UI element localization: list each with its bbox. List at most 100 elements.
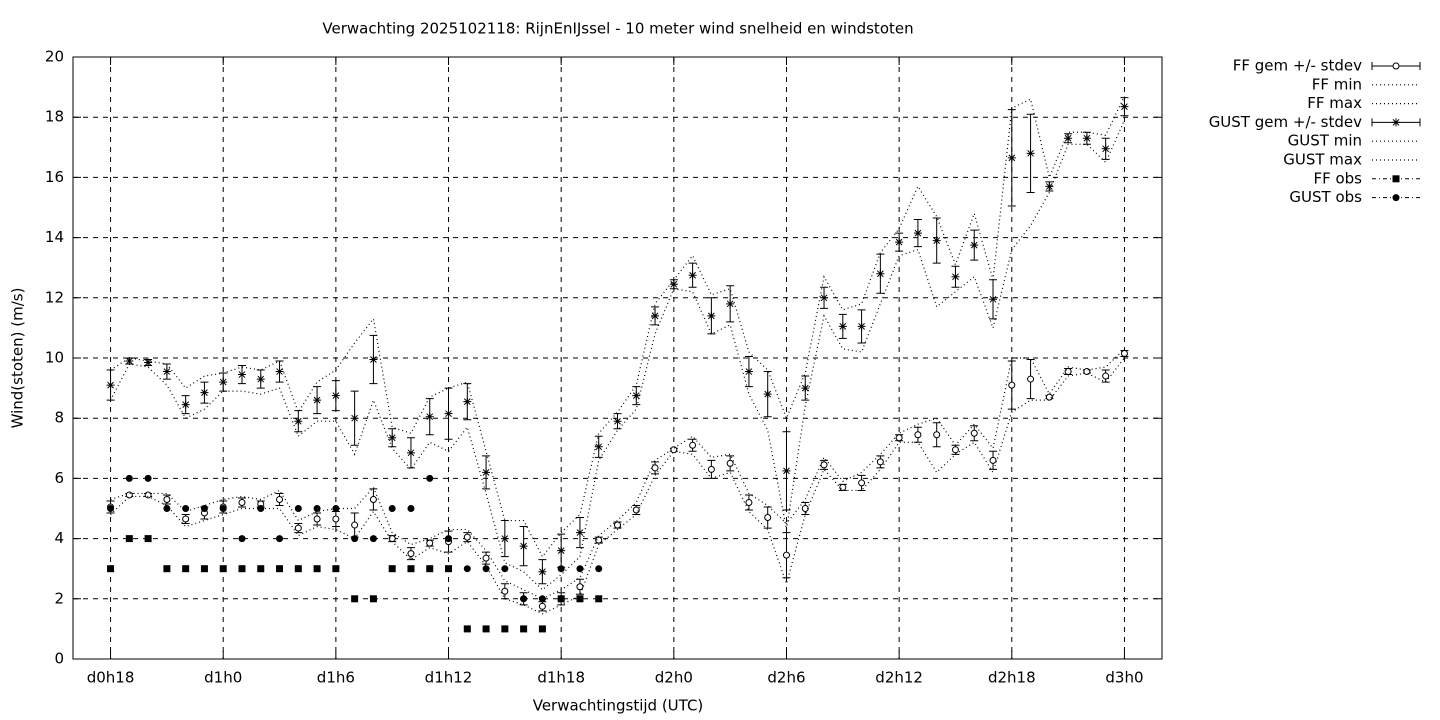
mean-point — [407, 550, 415, 558]
mean-point — [1007, 153, 1016, 162]
mean-point — [970, 241, 979, 250]
mean-point — [614, 521, 621, 529]
obs-point — [595, 595, 603, 603]
obs-point — [445, 535, 453, 543]
obs-point — [238, 535, 246, 543]
obs-point — [144, 535, 152, 543]
obs-point — [388, 505, 396, 512]
mean-point — [970, 429, 978, 437]
obs-point — [520, 625, 528, 633]
mean-point — [876, 269, 885, 278]
x-axis-label: Verwachtingstijd (UTC) — [533, 697, 704, 715]
mean-point — [576, 583, 584, 591]
mean-point — [1026, 149, 1035, 158]
range-line — [110, 348, 1125, 600]
obs-point — [257, 505, 265, 512]
legend-marker — [1392, 194, 1400, 202]
legend-marker — [1392, 62, 1400, 70]
mean-point — [651, 311, 660, 320]
mean-point — [369, 495, 377, 503]
mean-point — [200, 388, 209, 397]
legend-label: GUST obs — [1289, 188, 1362, 206]
mean-point — [951, 272, 960, 281]
x-tick-label: d1h6 — [317, 669, 355, 687]
mean-point — [181, 400, 190, 409]
mean-point — [276, 495, 284, 503]
obs-point — [557, 595, 565, 603]
obs-point — [257, 565, 265, 573]
legend-label: FF gem +/- stdev — [1233, 57, 1362, 75]
x-tick-label: d1h12 — [425, 669, 473, 687]
mean-point — [369, 355, 378, 364]
mean-point — [707, 465, 715, 473]
mean-point — [839, 483, 847, 491]
mean-point — [933, 431, 941, 439]
mean-point — [651, 464, 659, 472]
mean-point — [838, 322, 847, 331]
mean-point — [500, 534, 509, 543]
mean-point — [388, 433, 397, 442]
mean-point — [350, 414, 359, 423]
mean-point — [388, 535, 396, 543]
mean-point — [463, 533, 471, 541]
obs-point — [557, 565, 565, 573]
mean-point — [914, 431, 922, 439]
mean-point — [632, 391, 641, 400]
mean-point — [162, 367, 171, 376]
obs-point — [107, 565, 115, 573]
legend-label: GUST gem +/- stdev — [1209, 113, 1362, 131]
obs-point — [501, 625, 509, 633]
mean-point — [313, 515, 321, 523]
mean-point — [575, 528, 584, 537]
mean-point — [1064, 368, 1072, 376]
range-line — [110, 357, 1125, 615]
chart-title: Verwachting 2025102118: RijnEnIJssel - 1… — [322, 20, 913, 38]
mean-point — [1045, 393, 1053, 401]
obs-point — [219, 565, 227, 573]
mean-point — [820, 461, 828, 469]
mean-point — [313, 396, 322, 405]
mean-point — [463, 397, 472, 406]
x-tick-label: d1h0 — [204, 669, 242, 687]
mean-point — [482, 554, 490, 562]
obs-point — [407, 565, 415, 573]
obs-point — [144, 474, 152, 482]
mean-point — [106, 381, 115, 390]
mean-point — [163, 495, 171, 503]
mean-point — [932, 236, 941, 245]
mean-point — [763, 390, 772, 399]
mean-point — [989, 456, 997, 464]
mean-point — [669, 280, 678, 289]
mean-point — [1027, 375, 1035, 383]
mean-point — [444, 409, 453, 418]
obs-point — [482, 565, 490, 573]
obs-point — [294, 565, 302, 573]
mean-point — [745, 498, 753, 506]
mean-point — [594, 442, 603, 451]
mean-point — [858, 479, 866, 487]
legend-label: GUST max — [1283, 151, 1362, 169]
obs-point — [520, 595, 528, 603]
obs-point — [182, 505, 190, 512]
obs-point — [576, 595, 584, 603]
mean-point — [951, 446, 959, 454]
mean-point — [1045, 182, 1054, 191]
obs-point — [538, 625, 546, 633]
obs-point — [238, 565, 246, 573]
mean-point — [1120, 102, 1129, 111]
mean-point — [1064, 134, 1073, 143]
obs-point — [351, 595, 359, 603]
mean-point — [275, 367, 284, 376]
mean-point — [820, 293, 829, 302]
x-tick-label: d2h0 — [655, 669, 693, 687]
mean-point — [726, 299, 735, 308]
mean-point — [895, 238, 904, 247]
mean-point — [876, 458, 884, 466]
obs-point — [294, 505, 302, 512]
y-tick-label: 14 — [45, 228, 64, 246]
mean-point — [332, 515, 340, 523]
mean-point — [294, 417, 303, 426]
mean-point — [351, 521, 359, 529]
